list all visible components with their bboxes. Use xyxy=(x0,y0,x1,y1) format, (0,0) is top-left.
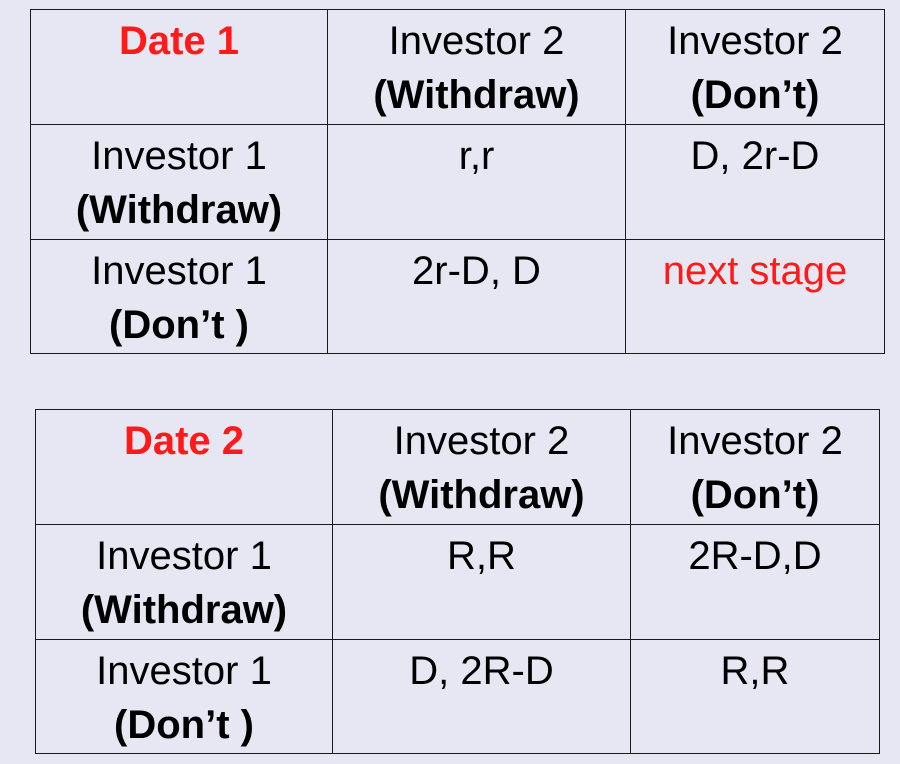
row-header-action: (Don’t ) xyxy=(109,303,249,347)
row-header-dont: Investor 1 (Don’t ) xyxy=(30,239,328,354)
table-row: Investor 1 (Don’t ) 2r-D, D next stage xyxy=(30,239,885,354)
col-header-withdraw: Investor 2 (Withdraw) xyxy=(327,9,626,125)
col-header-action: (Don’t) xyxy=(690,73,820,117)
payoff-cell: D, 2r-D xyxy=(625,124,885,240)
col-header-name: Investor 2 xyxy=(393,419,570,463)
row-header-withdraw: Investor 1 (Withdraw) xyxy=(35,524,333,640)
row-header-name: Investor 1 xyxy=(91,249,267,293)
col-header-withdraw: Investor 2 (Withdraw) xyxy=(332,409,631,525)
col-header-name: Investor 2 xyxy=(388,19,565,63)
col-header-dont: Investor 2 (Don’t) xyxy=(625,9,885,125)
table-row: Investor 1 (Withdraw) R,R 2R-D,D xyxy=(35,524,880,640)
payoff-cell: R,R xyxy=(630,639,880,754)
payoff-cell: D, 2R-D xyxy=(332,639,631,754)
date-label: Date 2 xyxy=(123,419,245,463)
table-row: Investor 1 (Withdraw) r,r D, 2r-D xyxy=(30,124,885,240)
row-header-name: Investor 1 xyxy=(96,649,272,693)
payoff-table-date-2: Date 2 Investor 2 (Withdraw) Investor 2 … xyxy=(35,409,880,754)
col-header-name: Investor 2 xyxy=(667,19,843,63)
col-header-action: (Withdraw) xyxy=(378,473,585,517)
payoff-cell-next-stage: next stage xyxy=(625,239,885,354)
col-header-action: (Don’t) xyxy=(690,473,820,517)
col-header-action: (Withdraw) xyxy=(373,73,580,117)
row-header-name: Investor 1 xyxy=(91,134,267,178)
row-header-action: (Don’t ) xyxy=(114,703,254,747)
date-label-cell: Date 2 xyxy=(35,409,333,525)
row-header-withdraw: Investor 1 (Withdraw) xyxy=(30,124,328,240)
payoff-cell: 2R-D,D xyxy=(630,524,880,640)
date-label-cell: Date 1 xyxy=(30,9,328,125)
col-header-dont: Investor 2 (Don’t) xyxy=(630,409,880,525)
row-header-name: Investor 1 xyxy=(96,534,272,578)
row-header-action: (Withdraw) xyxy=(75,188,283,232)
payoff-table-date-1: Date 1 Investor 2 (Withdraw) Investor 2 … xyxy=(30,9,885,354)
table-header-row: Date 1 Investor 2 (Withdraw) Investor 2 … xyxy=(30,9,885,125)
row-header-dont: Investor 1 (Don’t ) xyxy=(35,639,333,754)
row-header-action: (Withdraw) xyxy=(80,588,288,632)
table-row: Investor 1 (Don’t ) D, 2R-D R,R xyxy=(35,639,880,754)
payoff-cell: R,R xyxy=(332,524,631,640)
table-header-row: Date 2 Investor 2 (Withdraw) Investor 2 … xyxy=(35,409,880,525)
date-label: Date 1 xyxy=(118,19,240,63)
payoff-cell: r,r xyxy=(327,124,626,240)
payoff-cell: 2r-D, D xyxy=(327,239,626,354)
col-header-name: Investor 2 xyxy=(667,419,843,463)
